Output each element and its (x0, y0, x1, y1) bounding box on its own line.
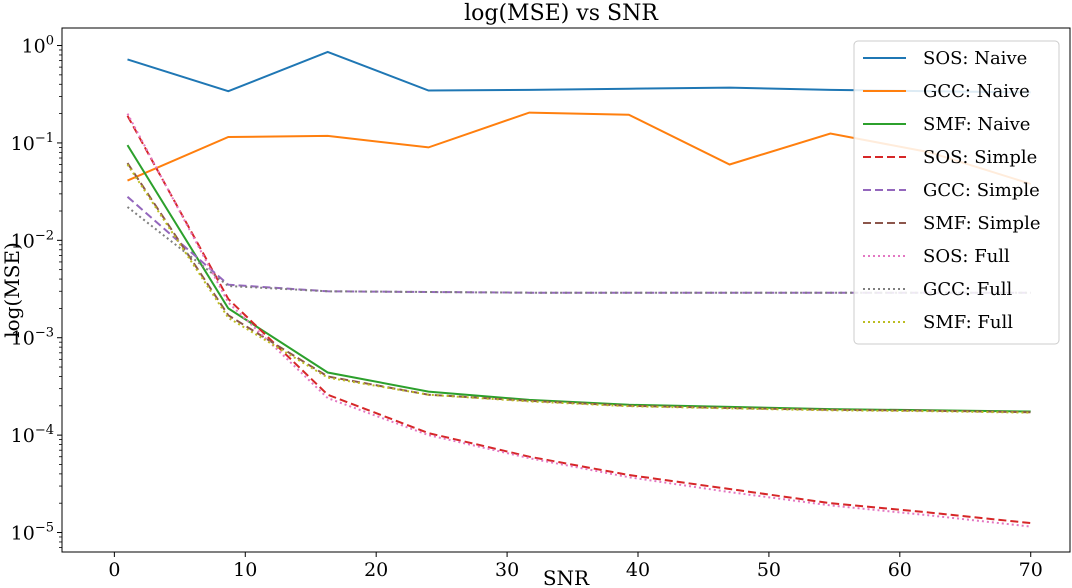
chart-title: log(MSE) vs SNR (464, 1, 659, 26)
legend-label: SMF: Simple (923, 213, 1040, 234)
series-line-5 (126, 162, 1031, 414)
legend-label: SOS: Simple (923, 147, 1037, 168)
legend-box (853, 40, 1060, 345)
y-tick-label: 10−3 (11, 326, 54, 350)
legend-label: GCC: Naive (923, 81, 1030, 102)
y-tick-label: 10−5 (11, 521, 54, 545)
x-axis-label: SNR (543, 566, 590, 588)
x-tick-label: 10 (233, 559, 257, 581)
x-tick-label: 20 (364, 559, 388, 581)
plot-area-frame (61, 27, 1071, 553)
legend-label: GCC: Simple (923, 180, 1040, 201)
x-tick-label: 50 (757, 559, 781, 581)
y-axis: 100 10−1 10−2 10−3 10−4 10−5 (11, 34, 62, 549)
legend-label: SMF: Naive (923, 114, 1030, 135)
x-tick-label: 30 (495, 559, 519, 581)
y-axis-label: log(MSE) (0, 242, 24, 338)
legend: SOS: Naive GCC: Naive SMF: Naive SOS: Simpl… (853, 40, 1060, 345)
legend-label: SOS: Naive (923, 48, 1027, 69)
y-tick-label: 10−4 (11, 423, 54, 447)
x-tick-label: 60 (888, 559, 912, 581)
legend-label: SMF: Full (923, 312, 1013, 333)
y-tick-label: 10−2 (11, 228, 54, 252)
series-line-8 (126, 163, 1031, 414)
x-tick-label: 70 (1019, 559, 1043, 581)
legend-label: SOS: Full (923, 246, 1010, 267)
x-tick-label: 40 (626, 559, 650, 581)
y-tick-label: 100 (22, 34, 54, 58)
x-tick-label: 0 (108, 559, 120, 581)
legend-label: GCC: Full (923, 279, 1013, 300)
x-axis: 0 10 20 30 40 50 60 70 (108, 552, 1043, 581)
y-tick-label: 10−1 (11, 131, 54, 155)
